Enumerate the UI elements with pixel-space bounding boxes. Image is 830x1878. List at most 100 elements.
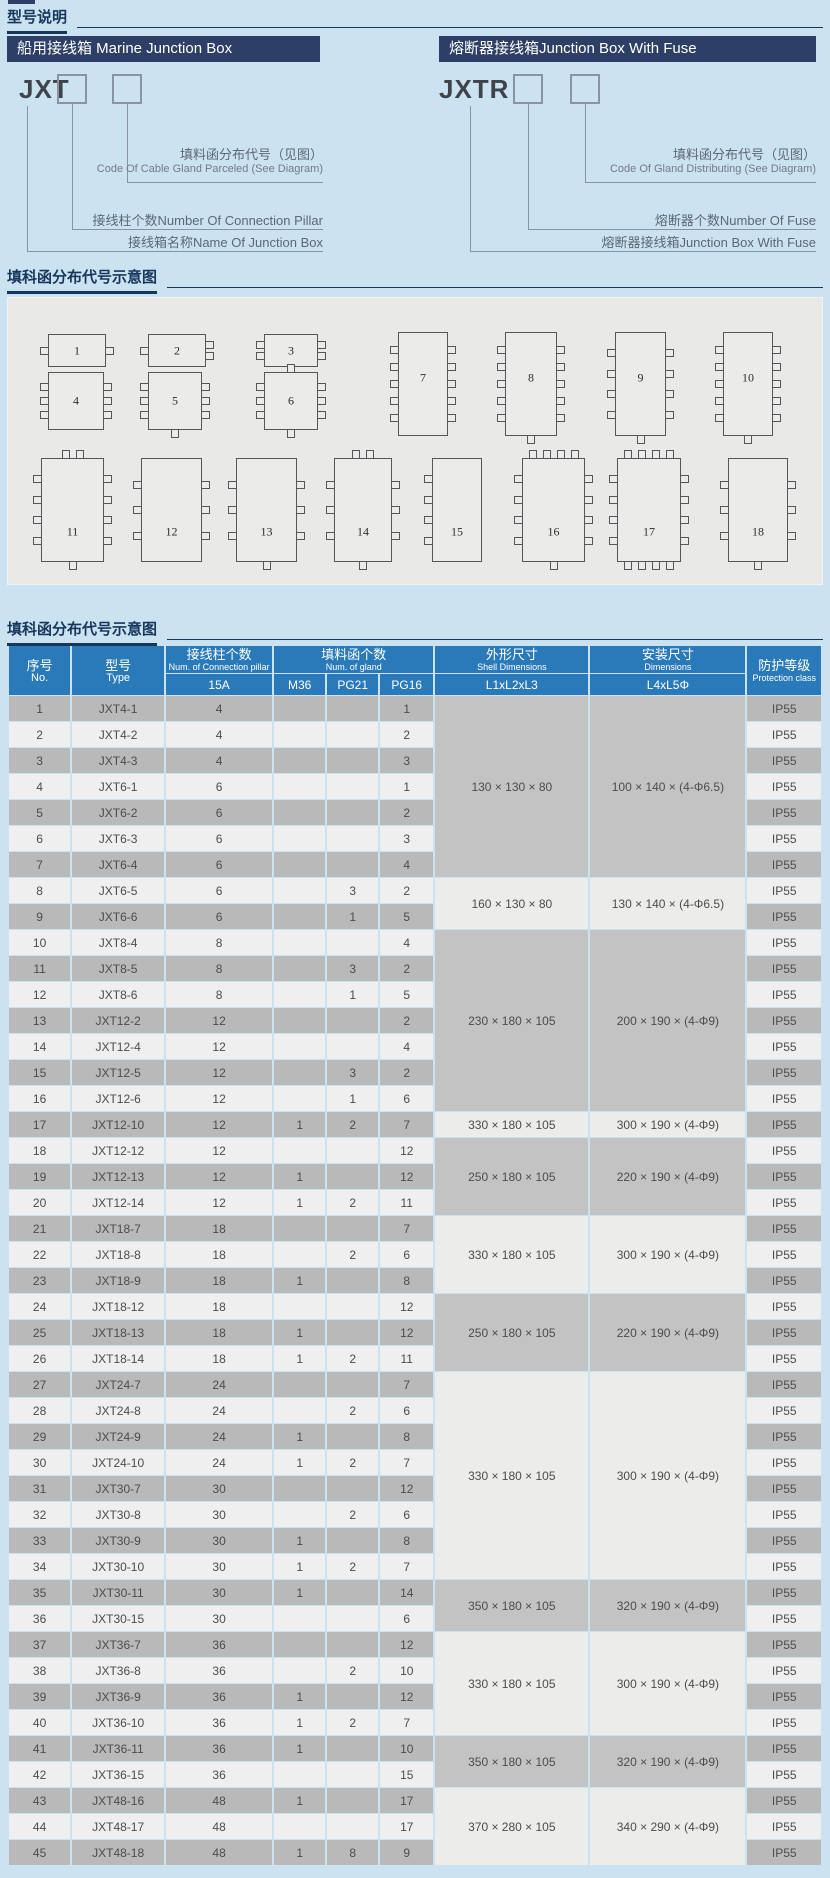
cell-pg21: 2 xyxy=(327,1398,379,1423)
gland-tab-right xyxy=(665,369,674,378)
cell-protection-class: IP55 xyxy=(747,1112,821,1137)
cell-no: 27 xyxy=(9,1372,71,1397)
gland-tab-right xyxy=(556,380,565,388)
table-row: 31 JXT30-7 30 12 IP55 xyxy=(9,1476,821,1501)
cell-pg16: 8 xyxy=(380,1268,434,1293)
section-title-rule xyxy=(167,287,823,288)
cell-type: JXT24-7 xyxy=(72,1372,165,1397)
diagram-box-number: 7 xyxy=(420,370,426,385)
cell-no: 23 xyxy=(9,1268,71,1293)
gland-tab-right xyxy=(772,380,781,388)
gland-tab-left xyxy=(609,475,618,484)
cell-no: 25 xyxy=(9,1320,71,1345)
col-mount-en: Dimensions xyxy=(644,662,692,672)
cell-no: 12 xyxy=(9,982,71,1007)
cell-m36 xyxy=(274,1398,326,1423)
col-shell: 外形尺寸 Shell Dimensions xyxy=(435,646,589,673)
cell-type: JXT30-8 xyxy=(72,1502,165,1527)
spec-table-section: 填科函分布代号示意图 序号 No. 型号 Type xyxy=(7,618,823,1866)
cell-15a: 18 xyxy=(166,1216,273,1241)
cell-pg21: 2 xyxy=(327,1554,379,1579)
section-title-text: 填科函分布代号示意图 xyxy=(7,266,158,294)
cell-no: 5 xyxy=(9,800,71,825)
cell-type: JXT18-14 xyxy=(72,1346,165,1371)
gland-tab-right xyxy=(556,346,565,354)
col-no-en: No. xyxy=(31,672,49,684)
cell-15a: 12 xyxy=(166,1086,273,1111)
table-row: 42 JXT36-15 36 15 IP55 xyxy=(9,1762,821,1787)
cell-pg16: 2 xyxy=(380,956,434,981)
gland-tab-left xyxy=(390,414,399,422)
cell-protection-class: IP55 xyxy=(747,1632,821,1657)
gland-tab-left xyxy=(133,531,142,540)
cell-no: 21 xyxy=(9,1216,71,1241)
gland-tab-right xyxy=(584,516,593,525)
cell-m36: 1 xyxy=(274,1190,326,1215)
table-row: 13 JXT12-2 12 2 IP55 xyxy=(9,1008,821,1033)
cell-pg21: 2 xyxy=(327,1346,379,1371)
section-title-rule xyxy=(77,27,823,28)
gland-tab-right xyxy=(447,346,456,354)
gland-tab-top xyxy=(287,364,295,373)
cell-m36 xyxy=(274,826,326,851)
gland-tab-left xyxy=(140,411,149,419)
cell-pg21: 2 xyxy=(327,1710,379,1735)
cell-no: 9 xyxy=(9,904,71,929)
diagram-box-8: 8 xyxy=(497,332,565,444)
cell-15a: 30 xyxy=(166,1606,273,1631)
cell-mount-dimensions: 300 × 190 × (4-Φ9) xyxy=(590,1632,746,1735)
col-no: 序号 No. xyxy=(9,646,71,695)
gland-tab-top xyxy=(542,450,551,459)
cell-type: JXT30-15 xyxy=(72,1606,165,1631)
cell-protection-class: IP55 xyxy=(747,930,821,955)
gland-tab-left xyxy=(390,346,399,354)
diagram-box-number: 10 xyxy=(742,370,754,385)
gland-tab-right xyxy=(556,414,565,422)
cell-pg16: 12 xyxy=(380,1138,434,1163)
cell-protection-class: IP55 xyxy=(747,826,821,851)
cell-m36: 1 xyxy=(274,1710,326,1735)
cell-mount-dimensions: 300 × 190 × (4-Φ9) xyxy=(590,1112,746,1137)
cell-protection-class: IP55 xyxy=(747,1320,821,1345)
cell-protection-class: IP55 xyxy=(747,982,821,1007)
cell-no: 45 xyxy=(9,1840,71,1865)
gland-tab-right xyxy=(772,397,781,405)
cell-m36 xyxy=(274,1814,326,1839)
cell-type: JXT30-11 xyxy=(72,1580,165,1605)
cell-pg21: 2 xyxy=(327,1190,379,1215)
cell-type: JXT24-9 xyxy=(72,1424,165,1449)
gland-tab-left xyxy=(715,363,724,371)
gland-tab-left xyxy=(715,380,724,388)
gland-tab-left xyxy=(40,397,49,405)
gland-tab-bottom xyxy=(624,561,632,570)
gland-tab-right xyxy=(103,536,112,545)
gland-tab-right xyxy=(201,383,210,391)
diagram-box-13: 13 xyxy=(228,458,305,570)
cell-no: 41 xyxy=(9,1736,71,1761)
diagram-box-number: 2 xyxy=(174,343,180,357)
gland-tab-top xyxy=(652,450,660,459)
connector-line xyxy=(470,106,816,252)
diagram-box-number: 16 xyxy=(547,524,560,539)
cell-m36: 1 xyxy=(274,1840,326,1865)
cell-protection-class: IP55 xyxy=(747,1034,821,1059)
gland-tab-right xyxy=(391,506,400,514)
cell-pg16: 12 xyxy=(380,1164,434,1189)
cell-no: 28 xyxy=(9,1398,71,1423)
cell-pg16: 17 xyxy=(380,1814,434,1839)
gland-tab-left xyxy=(40,383,49,391)
gland-tab-left xyxy=(720,480,729,489)
cell-pg21 xyxy=(327,1762,379,1787)
table-row: 15 JXT12-5 12 3 2 IP55 xyxy=(9,1060,821,1085)
col-mount-zh: 安装尺寸 xyxy=(641,647,694,662)
cell-m36 xyxy=(274,1034,326,1059)
gland-tab-left xyxy=(256,351,265,360)
cell-type: JXT12-6 xyxy=(72,1086,165,1111)
cell-shell-dimensions: 370 × 280 × 105 xyxy=(435,1788,589,1865)
gland-tab-bottom xyxy=(754,561,762,570)
diagram-box-14: 14 xyxy=(326,450,400,570)
cell-15a: 8 xyxy=(166,956,273,981)
cell-shell-dimensions: 350 × 180 × 105 xyxy=(435,1736,589,1787)
table-row: 11 JXT8-5 8 3 2 IP55 xyxy=(9,956,821,981)
cell-protection-class: IP55 xyxy=(747,1554,821,1579)
